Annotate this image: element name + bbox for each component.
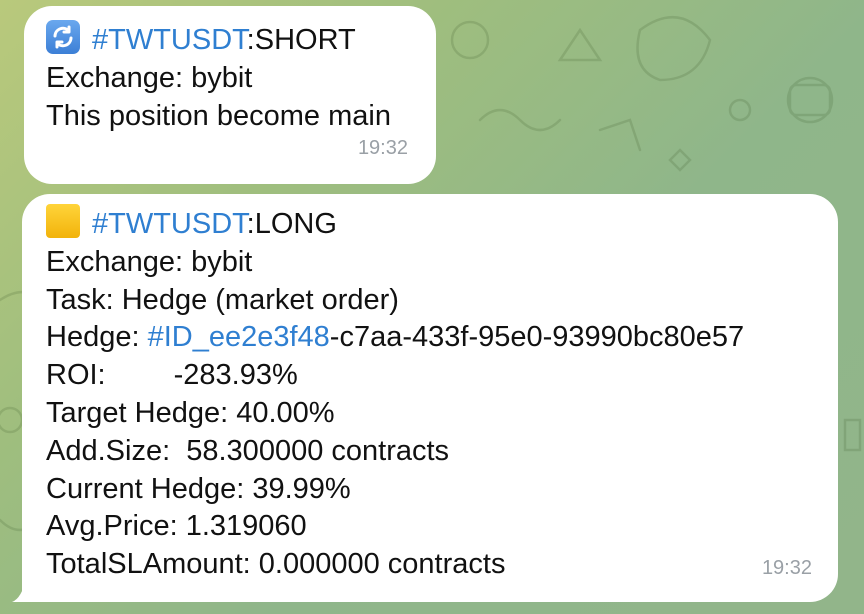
target-hedge-line: Target Hedge: 40.00% — [46, 396, 335, 429]
roi-line: ROI: -283.93% — [46, 357, 814, 395]
message-timestamp: 19:32 — [761, 557, 812, 580]
position-side: :LONG — [246, 208, 337, 240]
add-size-line: Add.Size: 58.300000 contracts — [46, 434, 450, 467]
status-line: This position become main — [46, 99, 391, 132]
hedge-id-rest: -c7aa-433f-95e0-93990bc80e57 — [329, 321, 745, 354]
current-hedge-line: Current Hedge: 39.99% — [46, 472, 351, 505]
exchange-line: Exchange: bybit — [46, 245, 253, 278]
roi-value: -283.93% — [173, 359, 298, 392]
hedge-id-hashtag-link[interactable]: #ID_ee2e3f48 — [147, 321, 330, 354]
message-header: #TWTUSDT:SHORT — [46, 20, 414, 60]
avg-price-line: Avg.Price: 1.319060 — [46, 510, 307, 543]
repeat-arrows-icon — [46, 20, 80, 54]
hedge-line: Hedge: #ID_ee2e3f48-c7aa-433f-95e0-93990… — [46, 319, 814, 357]
message-timestamp: 19:32 — [357, 137, 408, 160]
message-header: #TWTUSDT:LONG — [46, 204, 814, 244]
exchange-line: Exchange: bybit — [46, 61, 253, 94]
roi-label: ROI: — [46, 359, 106, 392]
message-bubble-long[interactable]: #TWTUSDT:LONG Exchange: bybit Task: Hedg… — [22, 194, 838, 602]
hedge-label: Hedge: — [46, 321, 148, 354]
symbol-hashtag-link[interactable]: #TWTUSDT — [92, 208, 247, 240]
total-sl-amount-line: TotalSLAmount: 0.000000 contracts — [46, 548, 506, 581]
yellow-square-icon — [46, 204, 80, 238]
message-bubble-short[interactable]: #TWTUSDT:SHORT Exchange: bybit This posi… — [24, 6, 436, 184]
position-side: :SHORT — [246, 24, 356, 56]
symbol-hashtag-link[interactable]: #TWTUSDT — [92, 24, 247, 56]
task-line: Task: Hedge (market order) — [46, 283, 399, 316]
